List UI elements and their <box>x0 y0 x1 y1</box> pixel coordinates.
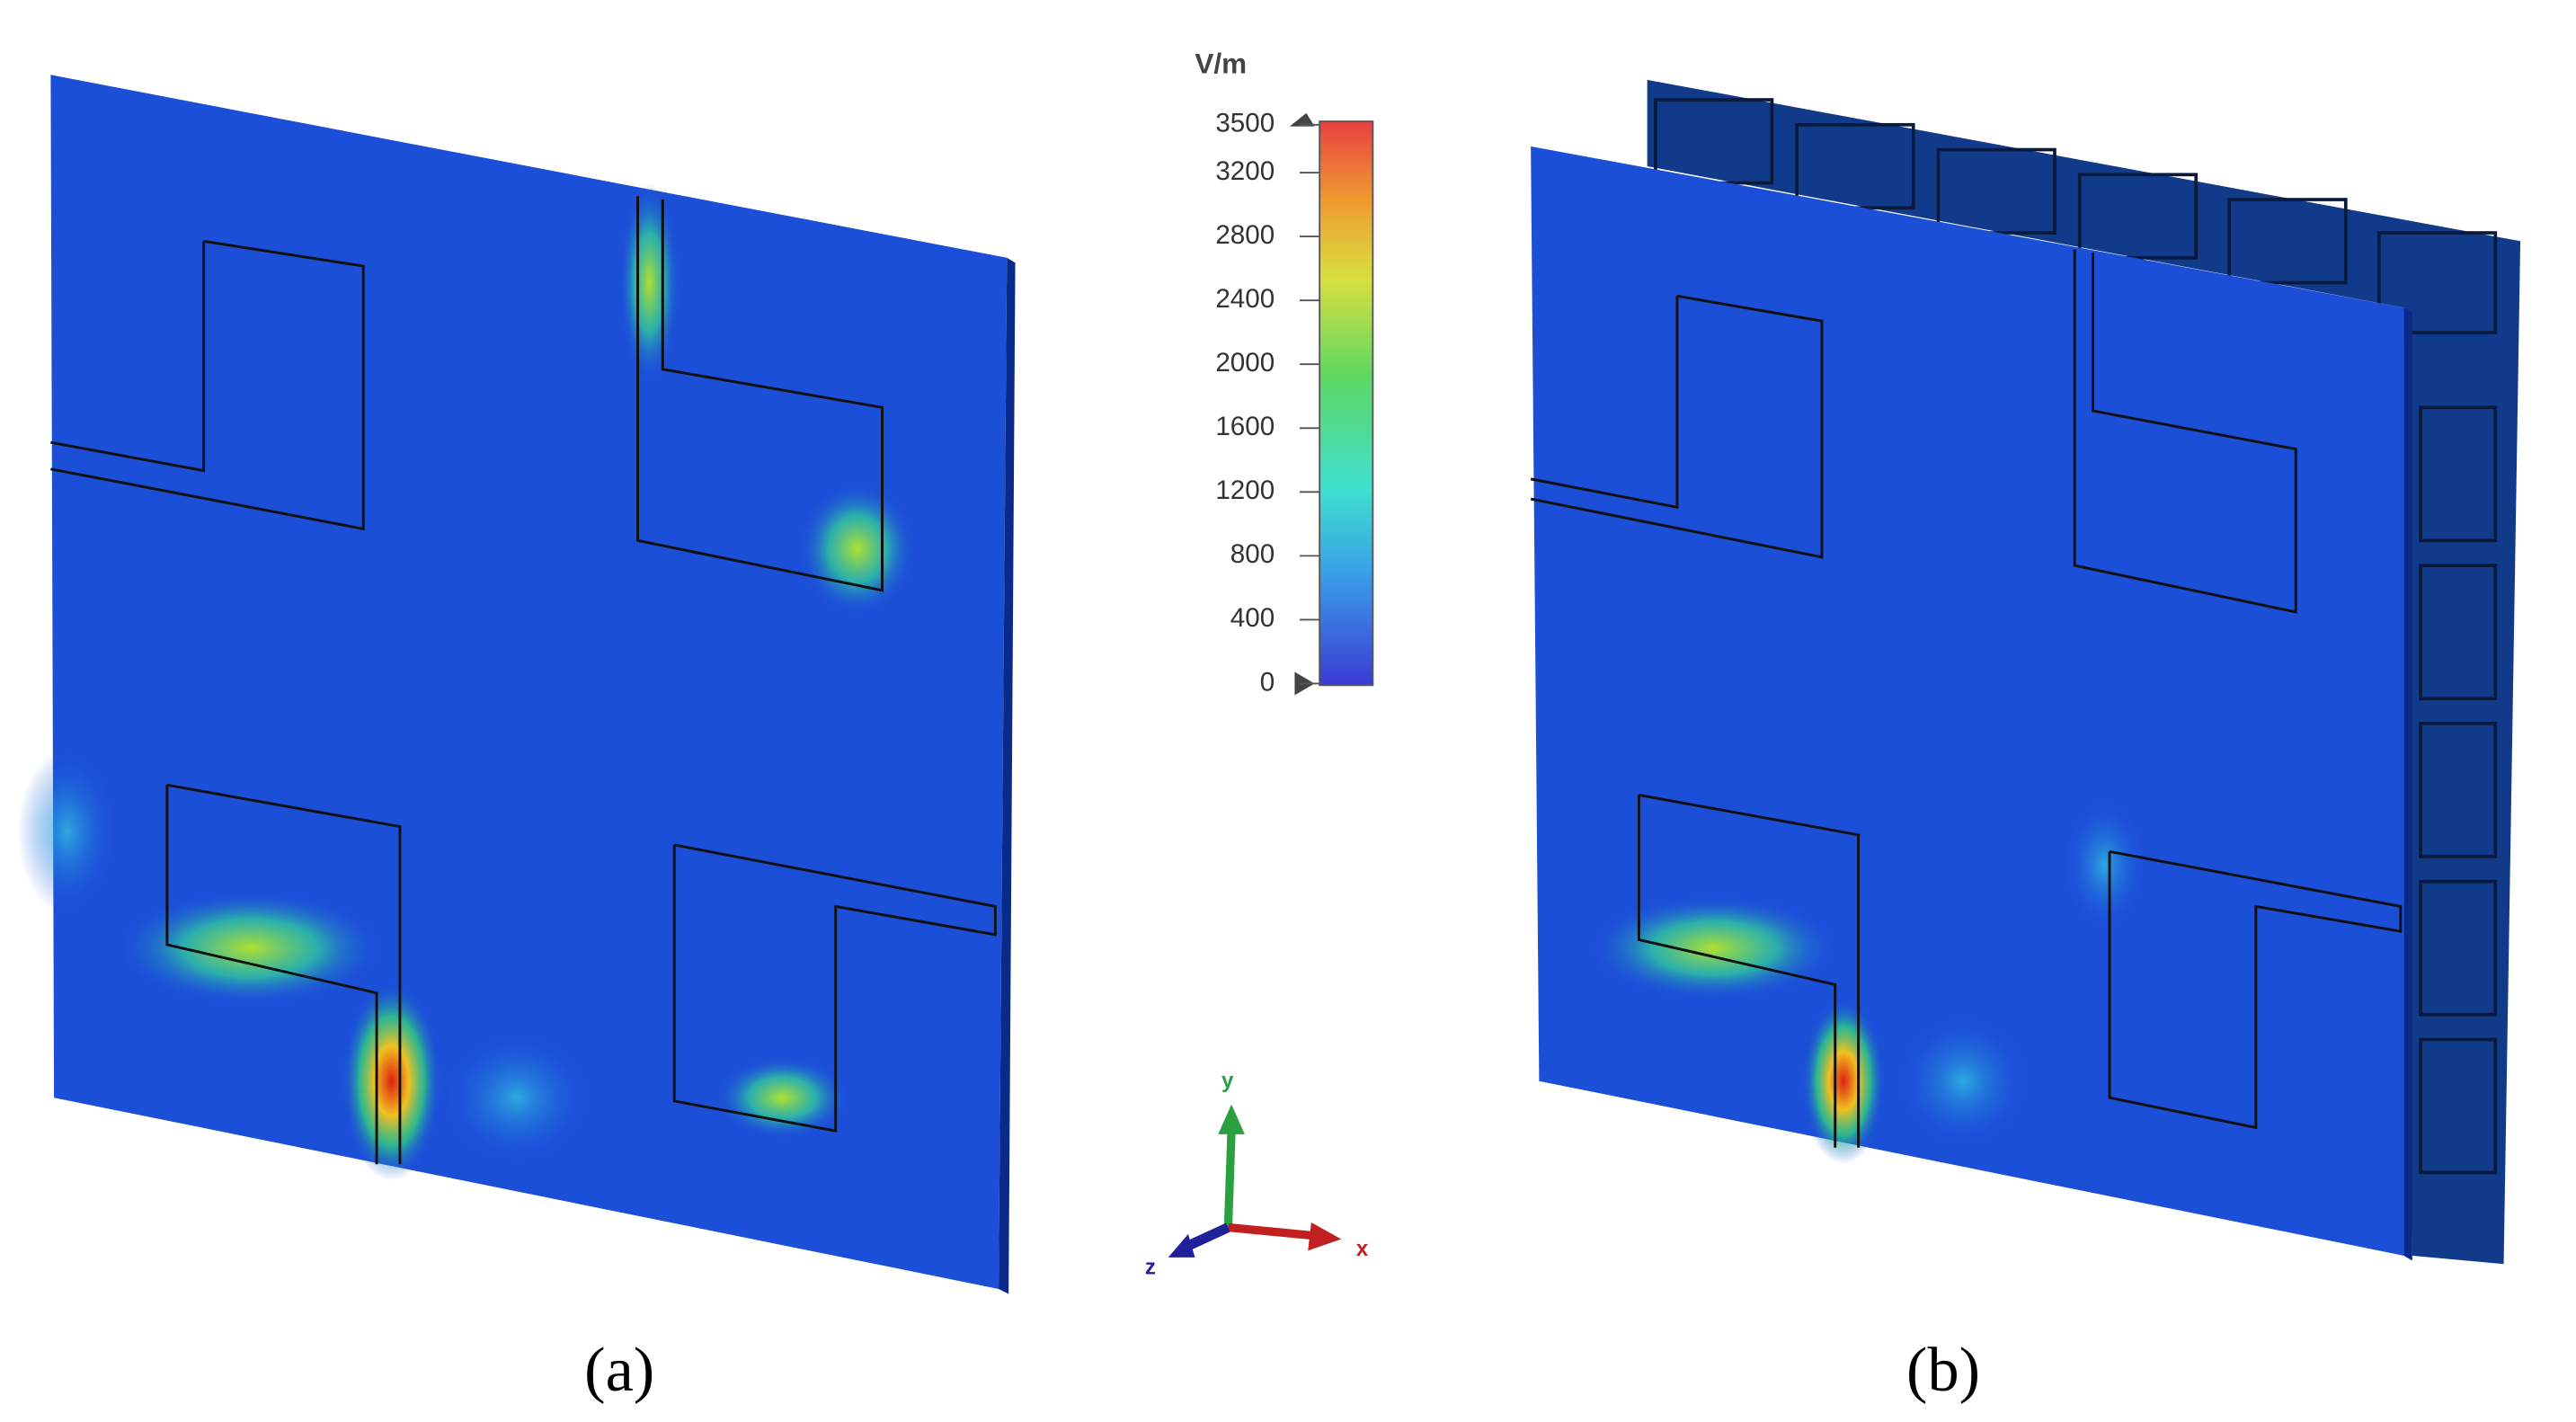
panel-b <box>1530 79 2521 1265</box>
hotspot <box>342 981 442 1181</box>
hotspot <box>117 889 384 1007</box>
caption: (a) <box>584 1335 654 1405</box>
plate-side <box>2403 307 2412 1261</box>
tick-label: 2400 <box>1215 284 1275 314</box>
hotspot <box>1588 894 1839 1001</box>
hotspot <box>2063 798 2146 932</box>
colorbar-unit: V/m <box>1195 48 1247 79</box>
axis-label-y: y <box>1221 1069 1234 1093</box>
tick-label: 1200 <box>1215 475 1275 505</box>
axis-label-z: z <box>1145 1255 1156 1279</box>
slot <box>672 843 997 1133</box>
plate-side <box>999 257 1016 1294</box>
tick-label: 400 <box>1230 603 1275 633</box>
tick-label: 1600 <box>1215 412 1275 441</box>
hotspot <box>799 482 916 616</box>
slot <box>50 241 206 473</box>
tick-label: 2000 <box>1215 348 1275 378</box>
hotspot <box>619 182 680 383</box>
hotspot <box>715 1055 849 1140</box>
back-plate <box>1647 79 2521 1265</box>
slot <box>166 783 402 1165</box>
panel-a <box>17 75 1016 1294</box>
max-marker <box>1289 112 1315 127</box>
tick-label: 3200 <box>1215 156 1275 186</box>
tick-label: 2800 <box>1215 220 1275 250</box>
axis-triad: y x z <box>1145 1069 1369 1279</box>
hotspot <box>17 748 118 915</box>
slot <box>636 196 884 592</box>
tick-label: 800 <box>1230 539 1275 569</box>
hotspot <box>1801 998 1886 1165</box>
tick-label: 0 <box>1260 667 1275 697</box>
slot <box>2108 849 2403 1130</box>
axis-label-x: x <box>1356 1237 1369 1261</box>
colorbar: V/m 0 400 800 1200 1600 2000 2400 2800 3200 3500 <box>1195 48 1374 697</box>
slot <box>165 785 378 1165</box>
slot <box>1637 795 1837 1148</box>
slot <box>50 239 365 531</box>
colorbar-scale <box>1319 120 1374 687</box>
tick-label: 3500 <box>1215 109 1275 138</box>
hotspot <box>1896 1014 2030 1148</box>
hotspot <box>441 1031 591 1165</box>
slot <box>2073 249 2297 614</box>
caption: (b) <box>1906 1335 1980 1405</box>
slot <box>1639 793 1861 1148</box>
slot <box>1530 296 1679 510</box>
slot <box>1530 294 1824 559</box>
